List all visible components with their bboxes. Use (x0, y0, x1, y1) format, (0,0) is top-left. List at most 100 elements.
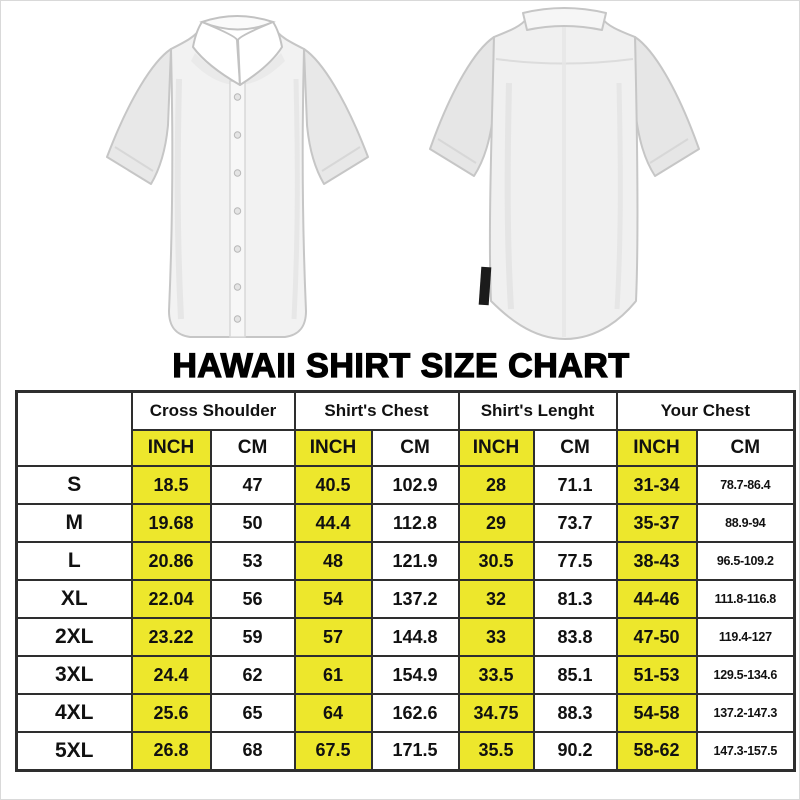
value-cell: 35.5 (457, 731, 535, 771)
unit-header-inch: INCH (130, 429, 212, 467)
value-cell: 77.5 (532, 541, 618, 581)
unit-header-inch: INCH (293, 429, 373, 467)
group-header-shirts-length: Shirt's Lenght (457, 390, 618, 431)
value-cell: 111.8-116.8 (695, 579, 796, 619)
value-cell: 54-58 (615, 693, 698, 733)
value-cell: 162.6 (370, 693, 460, 733)
size-cell: XL (15, 579, 133, 619)
value-cell: 129.5-134.6 (695, 655, 796, 695)
size-cell: 5XL (15, 731, 133, 771)
group-header-your-chest: Your Chest (615, 390, 796, 431)
value-cell: 147.3-157.5 (695, 731, 796, 771)
value-cell: 85.1 (532, 655, 618, 695)
value-cell: 51-53 (615, 655, 698, 695)
value-cell: 112.8 (370, 503, 460, 543)
value-cell: 73.7 (532, 503, 618, 543)
value-cell: 30.5 (457, 541, 535, 581)
value-cell: 144.8 (370, 617, 460, 657)
value-cell: 81.3 (532, 579, 618, 619)
value-cell: 59 (209, 617, 296, 657)
page-title: HAWAII SHIRT SIZE CHART (172, 346, 630, 385)
value-cell: 50 (209, 503, 296, 543)
shirt-back-body (488, 17, 639, 340)
value-cell: 68 (209, 731, 296, 771)
table-row-xl: XL 22.04 56 54 137.2 32 81.3 44-46 111.8… (15, 579, 796, 619)
shirt-front-buttons (233, 93, 242, 323)
value-cell: 20.86 (130, 541, 212, 581)
unit-header-inch: INCH (457, 429, 535, 467)
value-cell: 54 (293, 579, 373, 619)
value-cell: 83.8 (532, 617, 618, 657)
size-cell: L (15, 541, 133, 581)
value-cell: 154.9 (370, 655, 460, 695)
value-cell: 35-37 (615, 503, 698, 543)
value-cell: 29 (457, 503, 535, 543)
unit-header-cm: CM (209, 429, 296, 467)
value-cell: 121.9 (370, 541, 460, 581)
table-row-l: L 20.86 53 48 121.9 30.5 77.5 38-43 96.5… (15, 541, 796, 581)
shirt-back-hem-tag (478, 266, 492, 306)
size-cell: S (15, 465, 133, 505)
value-cell: 48 (293, 541, 373, 581)
value-cell: 33.5 (457, 655, 535, 695)
table-row-5xl: 5XL 26.8 68 67.5 171.5 35.5 90.2 58-62 1… (15, 731, 796, 771)
value-cell: 38-43 (615, 541, 698, 581)
table-row-3xl: 3XL 24.4 62 61 154.9 33.5 85.1 51-53 129… (15, 655, 796, 695)
value-cell: 57 (293, 617, 373, 657)
value-cell: 56 (209, 579, 296, 619)
corner-cell (15, 390, 133, 467)
value-cell: 58-62 (615, 731, 698, 771)
value-cell: 47-50 (615, 617, 698, 657)
value-cell: 78.7-86.4 (695, 465, 796, 505)
table-row-4xl: 4XL 25.6 65 64 162.6 34.75 88.3 54-58 13… (15, 693, 796, 733)
value-cell: 96.5-109.2 (695, 541, 796, 581)
shirt-back-image (429, 7, 700, 340)
value-cell: 119.4-127 (695, 617, 796, 657)
unit-header-cm: CM (532, 429, 618, 467)
value-cell: 18.5 (130, 465, 212, 505)
value-cell: 47 (209, 465, 296, 505)
value-cell: 88.3 (532, 693, 618, 733)
unit-header-cm: CM (370, 429, 460, 467)
value-cell: 22.04 (130, 579, 212, 619)
value-cell: 31-34 (615, 465, 698, 505)
value-cell: 25.6 (130, 693, 212, 733)
value-cell: 137.2-147.3 (695, 693, 796, 733)
size-cell: 2XL (15, 617, 133, 657)
size-cell: 3XL (15, 655, 133, 695)
unit-header-cm: CM (695, 429, 796, 467)
value-cell: 34.75 (457, 693, 535, 733)
value-cell: 88.9-94 (695, 503, 796, 543)
value-cell: 19.68 (130, 503, 212, 543)
shirt-front-collar (192, 15, 283, 86)
value-cell: 71.1 (532, 465, 618, 505)
value-cell: 28 (457, 465, 535, 505)
value-cell: 32 (457, 579, 535, 619)
table-row-s: S 18.5 47 40.5 102.9 28 71.1 31-34 78.7-… (15, 465, 796, 505)
value-cell: 137.2 (370, 579, 460, 619)
shirt-front-sleeves (106, 48, 369, 185)
value-cell: 53 (209, 541, 296, 581)
shirt-photos (1, 1, 800, 349)
table-row-2xl: 2XL 23.22 59 57 144.8 33 83.8 47-50 119.… (15, 617, 796, 657)
value-cell: 102.9 (370, 465, 460, 505)
value-cell: 24.4 (130, 655, 212, 695)
value-cell: 62 (209, 655, 296, 695)
shirt-front-image (106, 15, 369, 338)
group-header-shirts-chest: Shirt's Chest (293, 390, 460, 431)
unit-header-inch: INCH (615, 429, 698, 467)
value-cell: 23.22 (130, 617, 212, 657)
value-cell: 67.5 (293, 731, 373, 771)
value-cell: 90.2 (532, 731, 618, 771)
value-cell: 26.8 (130, 731, 212, 771)
group-header-cross-shoulder: Cross Shoulder (130, 390, 296, 431)
table-row-m: M 19.68 50 44.4 112.8 29 73.7 35-37 88.9… (15, 503, 796, 543)
value-cell: 171.5 (370, 731, 460, 771)
value-cell: 65 (209, 693, 296, 733)
value-cell: 44.4 (293, 503, 373, 543)
value-cell: 33 (457, 617, 535, 657)
shirt-back-collar (522, 7, 607, 31)
value-cell: 64 (293, 693, 373, 733)
value-cell: 40.5 (293, 465, 373, 505)
